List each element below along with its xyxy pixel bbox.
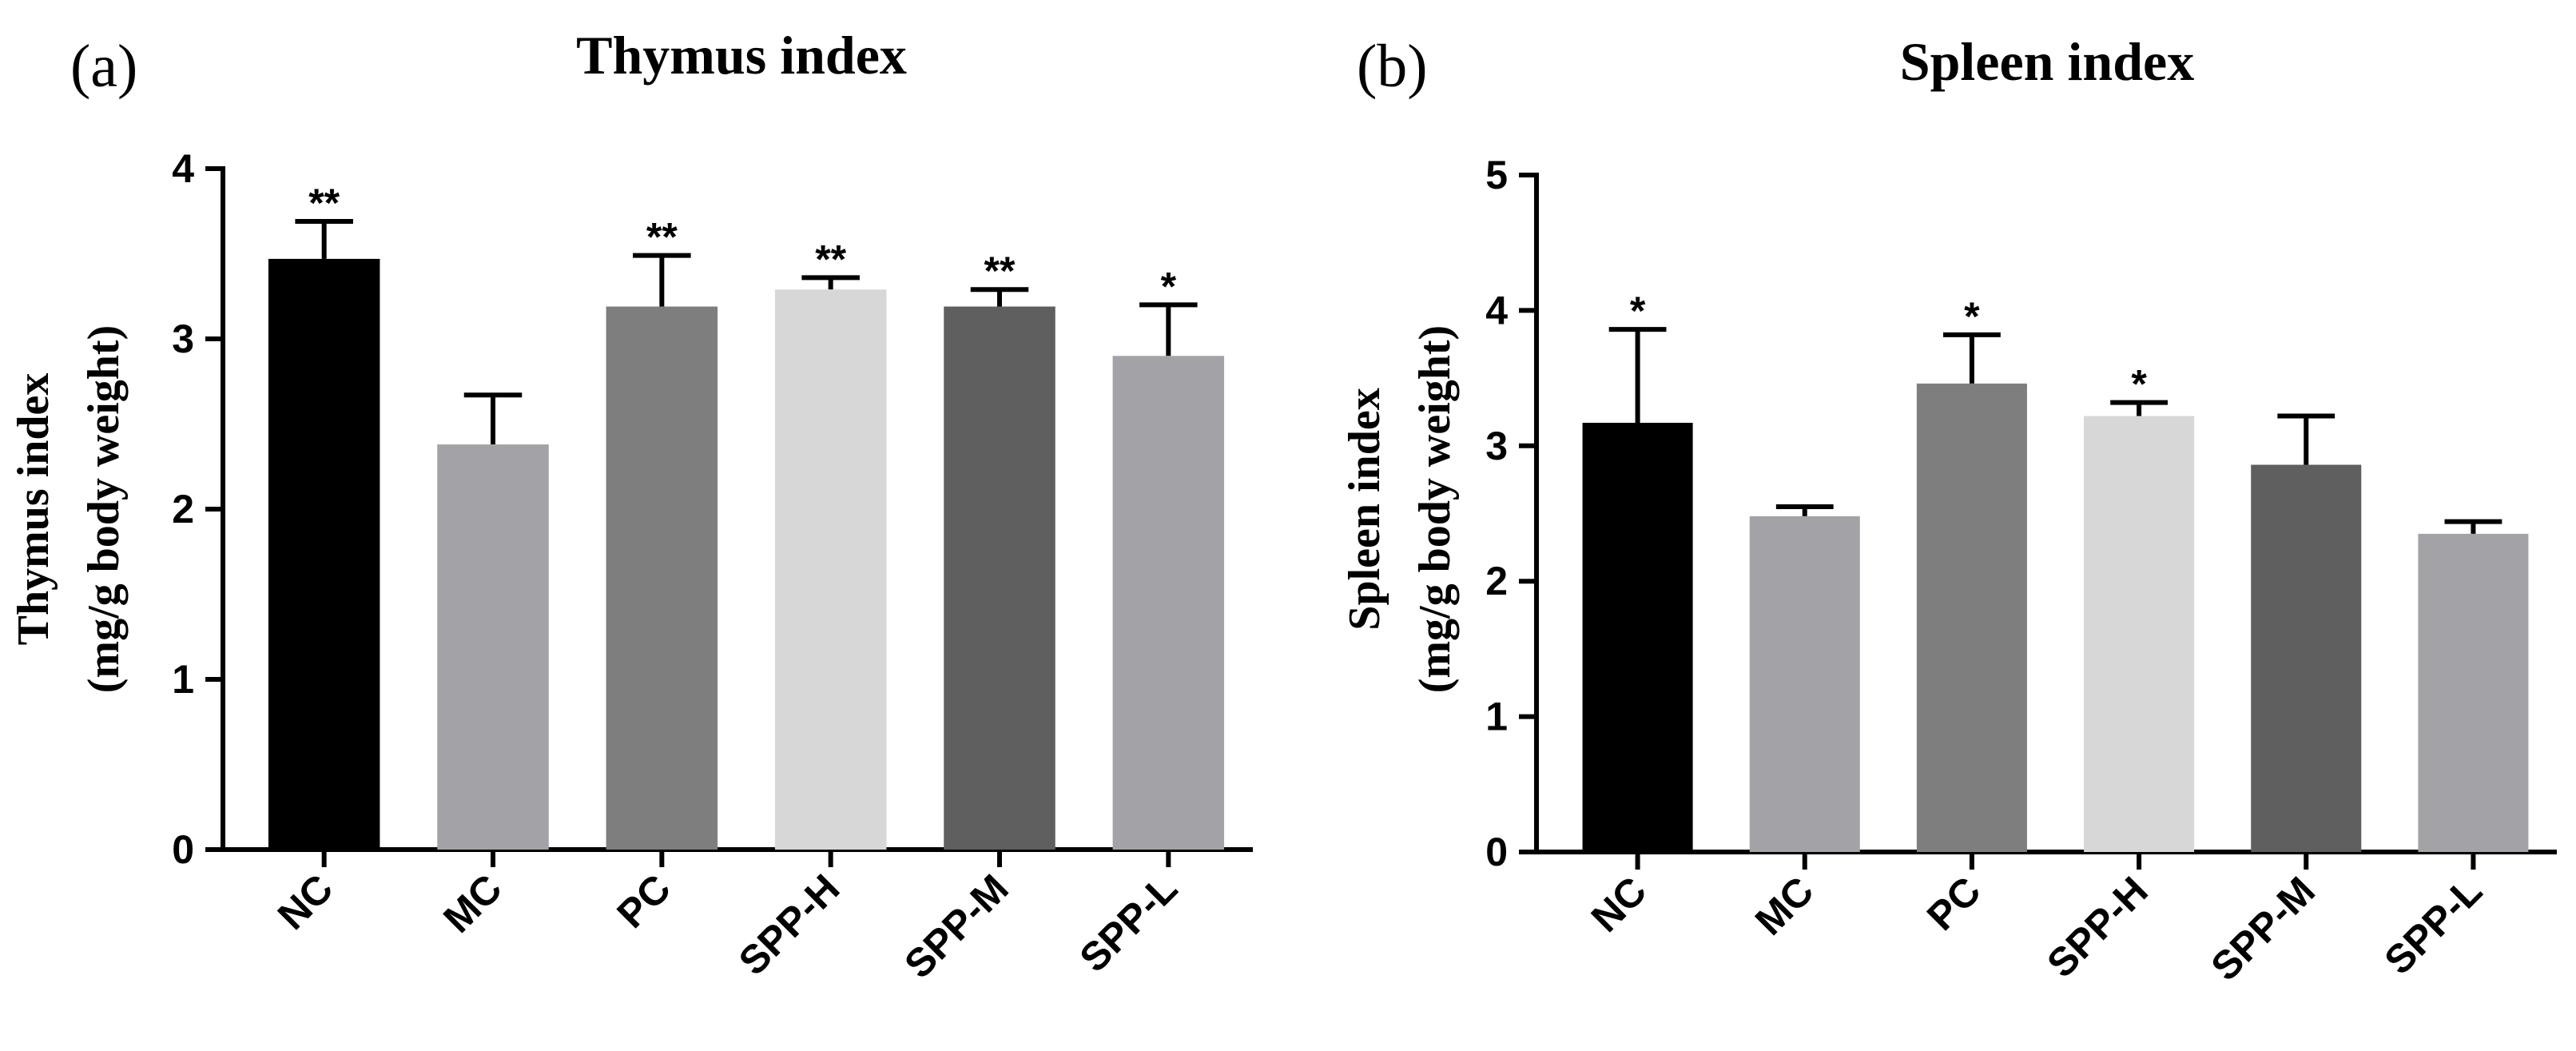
y-axis-label: Spleen index — [1340, 388, 1389, 630]
category-label: SPP-L — [1071, 866, 1186, 981]
category-label: MC — [435, 866, 511, 942]
y-axis-label: Thymus index — [9, 373, 58, 646]
category-label: SPP-H — [730, 866, 849, 984]
bar-mc — [1749, 516, 1860, 852]
bar-spp-h — [774, 289, 887, 850]
significance-marker: ** — [308, 181, 340, 225]
y-tick-label: 5 — [1485, 153, 1508, 197]
significance-marker: * — [1630, 289, 1646, 333]
bar-spp-h — [2084, 416, 2195, 852]
significance-marker: * — [1964, 294, 1980, 339]
y-tick-label: 4 — [172, 146, 194, 191]
category-label: PC — [608, 866, 679, 937]
panel-letter: (a) — [70, 33, 137, 100]
y-tick-label: 1 — [1485, 695, 1508, 739]
significance-marker: * — [2131, 362, 2147, 407]
significance-marker: ** — [815, 237, 846, 281]
category-label: MC — [1747, 868, 1823, 944]
y-tick-label: 3 — [1485, 424, 1508, 468]
bar-pc — [1916, 383, 2027, 853]
bar-nc — [1582, 423, 1693, 852]
y-tick-label: 2 — [1485, 559, 1508, 603]
y-tick-label: 0 — [172, 827, 194, 872]
category-label: SPP-M — [2202, 868, 2324, 989]
panel-letter: (b) — [1357, 33, 1428, 100]
significance-marker: * — [1161, 264, 1177, 309]
y-tick-label: 1 — [172, 657, 194, 702]
category-label: NC — [269, 866, 342, 938]
chart-panel-a: (a) Thymus index Thymus index (mg/g body we… — [9, 25, 1253, 987]
chart-panel-b: (b) Spleen index Spleen index (mg/g body we… — [1340, 31, 2557, 989]
bar-mc — [437, 444, 549, 850]
category-label: SPP-M — [896, 866, 1017, 987]
category-label: NC — [1583, 868, 1656, 941]
significance-marker: ** — [646, 215, 678, 260]
y-tick-label: 4 — [1485, 288, 1508, 332]
bar-spp-m — [944, 306, 1055, 850]
y-tick-label: 3 — [172, 316, 194, 361]
y-axis-label-units: (mg/g body weight) — [79, 325, 129, 693]
bar-spp-l — [1112, 356, 1225, 850]
y-axis-label-units: (mg/g body weight) — [1410, 325, 1460, 693]
category-label: PC — [1918, 868, 1990, 939]
bar-nc — [268, 258, 380, 850]
bar-pc — [606, 306, 718, 850]
bar-spp-m — [2251, 464, 2362, 852]
chart-title: Spleen index — [1900, 31, 2194, 92]
bar-spp-l — [2418, 533, 2529, 852]
category-label: SPP-L — [2375, 868, 2491, 983]
y-tick-label: 0 — [1485, 830, 1508, 874]
category-label: SPP-H — [2038, 868, 2157, 986]
significance-marker: ** — [984, 249, 1016, 293]
y-tick-label: 2 — [172, 487, 194, 531]
chart-title: Thymus index — [576, 25, 907, 86]
